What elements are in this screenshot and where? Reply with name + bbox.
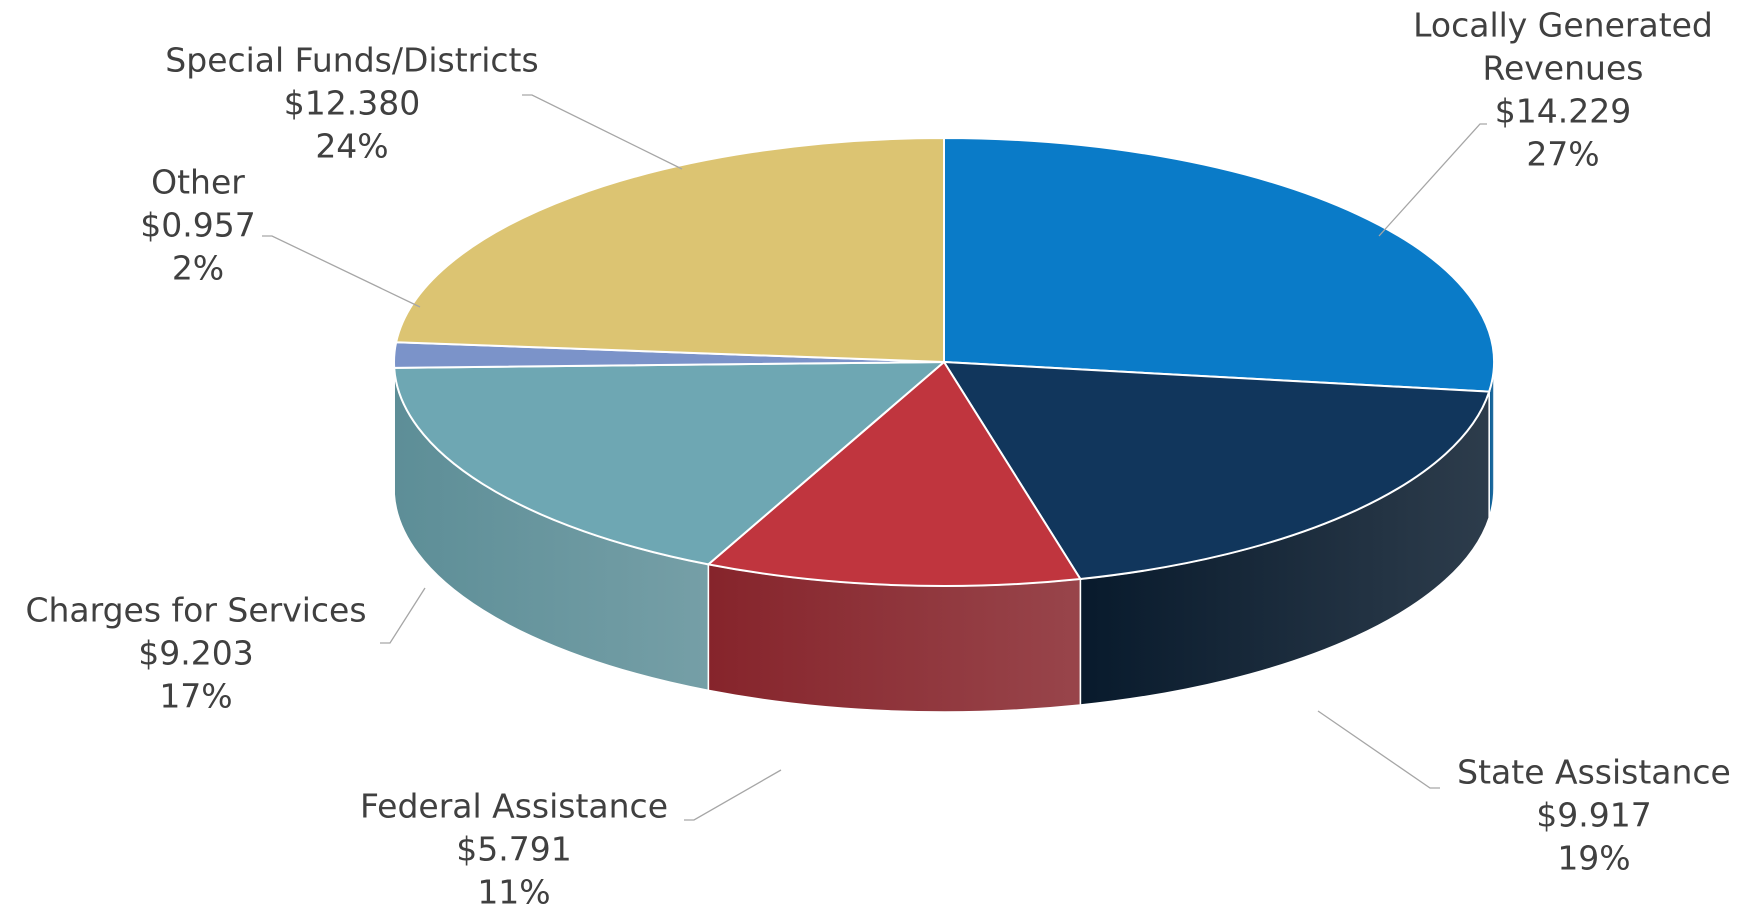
label-percent-locally-generated-revenues: 27% <box>1526 135 1599 174</box>
pie-slice-locally-generated-revenues <box>944 138 1494 392</box>
pie-slice-special-funds-districts <box>396 138 944 362</box>
leader-line-charges-for-services <box>380 588 425 643</box>
label-name-federal-assistance: Federal Assistance <box>360 787 668 826</box>
label-percent-special-funds-districts: 24% <box>315 127 388 166</box>
label-percent-charges-for-services: 17% <box>159 677 232 716</box>
label-other: Other $0.957 2% <box>140 163 255 288</box>
label-value-other: $0.957 <box>140 206 255 245</box>
leader-line-special-funds-districts <box>522 95 682 169</box>
label-name-state-assistance: State Assistance <box>1457 753 1731 792</box>
label-percent-other: 2% <box>172 249 224 288</box>
label-state-assistance: State Assistance $9.917 19% <box>1457 753 1731 878</box>
label-value-locally-generated-revenues: $14.229 <box>1495 92 1631 131</box>
label-percent-federal-assistance: 11% <box>477 873 550 910</box>
leader-line-state-assistance <box>1318 711 1440 788</box>
pie-top-faces <box>394 138 1494 586</box>
label-value-charges-for-services: $9.203 <box>138 634 253 673</box>
label-value-special-funds-districts: $12.380 <box>284 84 420 123</box>
leader-line-other <box>262 236 420 307</box>
label-name-locally-generated-revenues: Locally Generated <box>1413 6 1713 45</box>
label-charges-for-services: Charges for Services $9.203 17% <box>25 591 366 716</box>
label-name-charges-for-services: Charges for Services <box>25 591 366 630</box>
leader-line-federal-assistance <box>684 770 781 820</box>
label-value-federal-assistance: $5.791 <box>456 830 571 869</box>
leader-line-locally-generated-revenues <box>1379 124 1487 236</box>
label-value-state-assistance: $9.917 <box>1536 796 1651 835</box>
label-federal-assistance: Federal Assistance $5.791 11% <box>360 787 668 910</box>
pie-side-federal-assistance <box>708 564 1080 712</box>
label-percent-state-assistance: 19% <box>1557 839 1630 878</box>
label-name-other: Other <box>151 163 245 202</box>
label-special-funds-districts: Special Funds/Districts $12.380 24% <box>165 41 538 166</box>
label-name-locally-generated-revenues: Revenues <box>1483 49 1644 88</box>
label-name-special-funds-districts: Special Funds/Districts <box>165 41 538 80</box>
